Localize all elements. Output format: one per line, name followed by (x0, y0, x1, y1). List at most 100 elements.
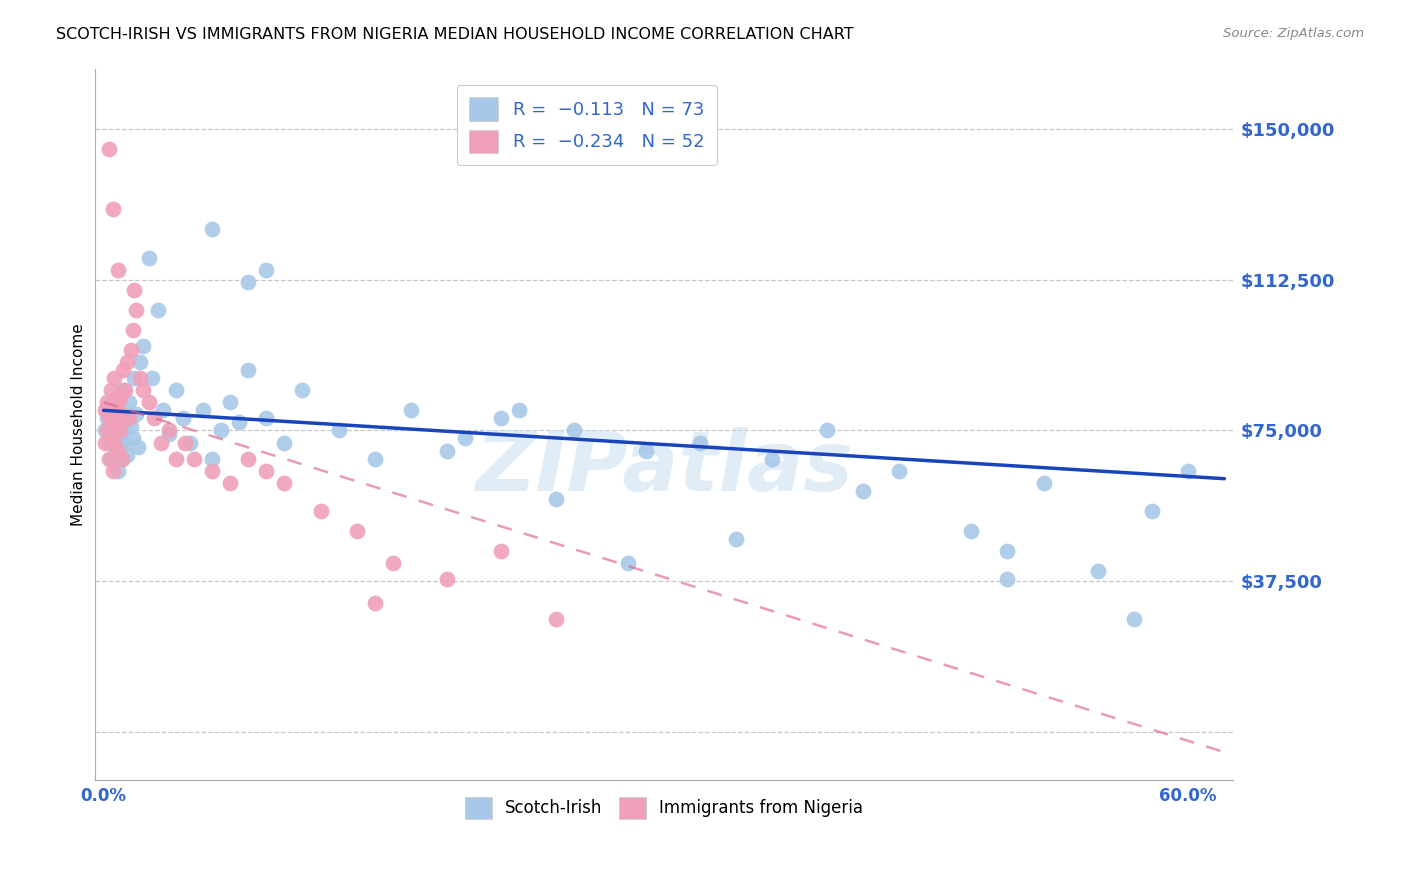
Point (121, 323, 143, 337)
Point (381, 556, 404, 570)
Point (101, 416, 124, 430)
Point (238, 275, 260, 289)
Point (725, 532, 748, 546)
Point (689, 435, 711, 450)
Point (1123, 612, 1146, 626)
Point (112, 383, 135, 397)
Point (108, 411, 131, 425)
Point (219, 395, 242, 409)
Point (120, 343, 142, 357)
Point (454, 432, 477, 446)
Point (150, 435, 173, 450)
Point (157, 424, 180, 438)
Point (254, 411, 277, 425)
Point (98, 403, 121, 417)
Point (761, 451, 783, 466)
Point (346, 524, 368, 538)
Point (96, 424, 118, 438)
Point (107, 403, 129, 417)
Legend: Scotch-Irish, Immigrants from Nigeria: Scotch-Irish, Immigrants from Nigeria (458, 790, 870, 825)
Point (121, 432, 143, 446)
Point (114, 383, 136, 397)
Point (94, 435, 117, 450)
Point (101, 464, 124, 478)
Point (1032, 475, 1054, 490)
Point (997, 572, 1019, 586)
Point (399, 403, 422, 417)
Point (100, 451, 122, 466)
Point (254, 464, 277, 478)
Point (143, 411, 166, 425)
Point (273, 435, 295, 450)
Point (118, 395, 141, 409)
Point (165, 383, 187, 397)
Point (273, 475, 295, 490)
Point (138, 251, 160, 265)
Point (887, 464, 910, 478)
Point (254, 262, 277, 277)
Point (111, 403, 134, 417)
Point (852, 483, 875, 498)
Point (98, 142, 121, 156)
Point (634, 443, 657, 458)
Point (201, 464, 224, 478)
Point (165, 451, 187, 466)
Point (107, 464, 129, 478)
Point (128, 371, 150, 385)
Point (103, 435, 125, 450)
Point (111, 451, 134, 466)
Point (96, 411, 118, 425)
Point (111, 411, 134, 425)
Point (815, 424, 838, 438)
Point (201, 451, 224, 466)
Point (328, 424, 350, 438)
Point (228, 416, 250, 430)
Point (125, 302, 148, 317)
Point (617, 556, 640, 570)
Point (108, 391, 131, 405)
Point (103, 371, 125, 385)
Point (201, 222, 224, 236)
Point (120, 419, 142, 434)
Point (100, 383, 122, 397)
Point (115, 448, 138, 462)
Point (1177, 464, 1199, 478)
Point (100, 432, 122, 446)
Point (364, 596, 387, 610)
Text: SCOTCH-IRISH VS IMMIGRANTS FROM NIGERIA MEDIAN HOUSEHOLD INCOME CORRELATION CHAR: SCOTCH-IRISH VS IMMIGRANTS FROM NIGERIA … (56, 27, 853, 42)
Point (107, 416, 129, 430)
Point (105, 419, 128, 434)
Point (132, 383, 155, 397)
Point (309, 504, 332, 518)
Point (179, 435, 201, 450)
Point (108, 435, 131, 450)
Point (111, 451, 134, 466)
Point (436, 572, 458, 586)
Point (96, 395, 118, 409)
Point (127, 440, 149, 454)
Point (157, 427, 180, 442)
Point (491, 411, 513, 425)
Point (238, 451, 260, 466)
Point (94, 424, 117, 438)
Point (101, 202, 124, 217)
Point (209, 424, 232, 438)
Point (98, 451, 121, 466)
Point (997, 544, 1019, 558)
Point (118, 411, 141, 425)
Point (105, 391, 128, 405)
Point (107, 262, 129, 277)
Point (125, 408, 148, 422)
Point (1140, 504, 1163, 518)
Point (562, 424, 585, 438)
Point (436, 443, 458, 458)
Point (101, 395, 124, 409)
Point (98, 411, 121, 425)
Point (112, 363, 135, 377)
Text: ZIPatlas: ZIPatlas (475, 426, 853, 508)
Point (1087, 564, 1109, 578)
Text: Source: ZipAtlas.com: Source: ZipAtlas.com (1223, 27, 1364, 40)
Point (183, 451, 205, 466)
Point (124, 371, 146, 385)
Point (152, 403, 174, 417)
